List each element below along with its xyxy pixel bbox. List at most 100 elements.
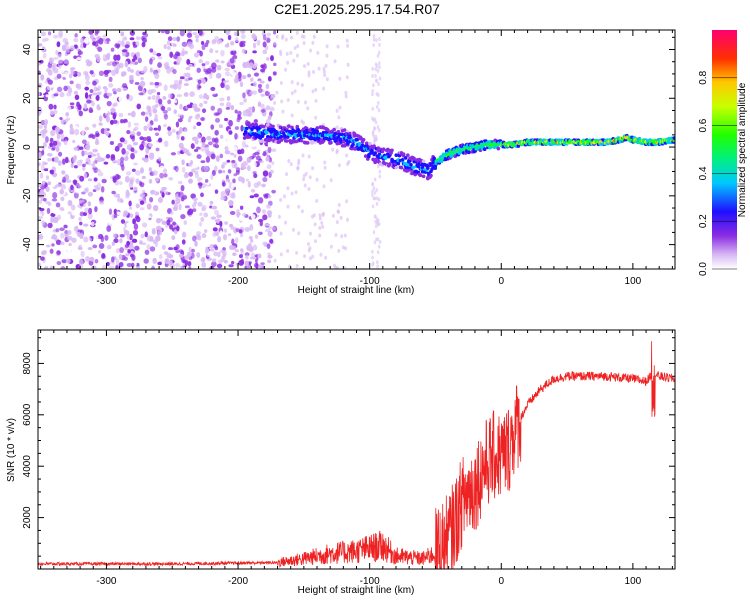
spectrogram-cell	[220, 60, 225, 64]
spectrogram-cell	[130, 253, 134, 258]
spectrogram-cell	[70, 105, 75, 110]
spectrogram-cell	[409, 162, 413, 167]
spectrogram-cell	[101, 66, 106, 71]
spectrogram-cell	[209, 248, 215, 252]
spectrogram-cell	[55, 202, 61, 208]
spectrogram-cell	[222, 181, 226, 187]
spectrogram-cell	[303, 64, 307, 69]
spectrogram-cell	[250, 188, 256, 193]
spectrogram-cell	[129, 176, 135, 183]
spectrogram-cell	[194, 211, 200, 217]
spectrogram-cell	[376, 222, 380, 227]
spectrogram-cell	[219, 153, 224, 159]
spectrogram-cell	[220, 82, 226, 89]
spectrogram-cell	[55, 50, 59, 55]
spectrogram-cell	[374, 134, 378, 139]
spectrogram-cell	[176, 133, 180, 140]
spectrogram-cell	[149, 196, 154, 203]
spectrogram-cell	[145, 147, 150, 154]
spectrogram-cell	[167, 93, 173, 99]
x-tick-label: -300	[96, 576, 116, 587]
spectrogram-cell	[300, 209, 304, 214]
spectrogram-cell	[197, 142, 202, 148]
spectrogram-cell	[181, 41, 188, 47]
spectrogram-cell	[71, 246, 76, 251]
spectrogram-cell	[74, 128, 80, 136]
spectrogram-cell	[184, 50, 188, 55]
spectrogram-cell	[373, 190, 377, 195]
spectrogram-cell	[253, 72, 260, 77]
spectrogram-cell	[266, 164, 272, 170]
spectrogram-cell	[234, 126, 240, 131]
spectrogram-cell	[135, 70, 141, 77]
spectrogram-cell	[266, 243, 271, 250]
spectrogram-cell	[346, 43, 350, 48]
spectrogram-cell	[277, 214, 281, 219]
spectrogram-cell	[59, 227, 65, 232]
spectrogram-cell	[336, 129, 341, 134]
spectrogram-cell	[45, 136, 49, 143]
spectrogram-cell	[119, 246, 125, 254]
spectrogram-cell	[237, 110, 242, 116]
spectrogram-cell	[240, 124, 244, 132]
spectrogram-cell	[194, 34, 200, 39]
spectrogram-cell	[337, 248, 341, 253]
spectrogram-cell	[273, 258, 277, 263]
spectrogram-cell	[201, 225, 208, 230]
spectrogram-cell	[249, 91, 254, 95]
spectrogram-cell	[59, 91, 65, 98]
spectrogram-cell	[146, 35, 151, 42]
spectrogram-cell	[284, 67, 288, 72]
spectrogram-cell	[266, 210, 273, 216]
spectrogram-cell	[377, 81, 380, 86]
spectrogram-cell	[143, 258, 149, 264]
spectrogram-cell	[171, 235, 176, 241]
spectrogram-cell	[166, 77, 170, 84]
spectrogram-cell	[210, 173, 214, 180]
spectrogram-cell	[186, 210, 192, 216]
spectrogram-cell	[237, 239, 242, 246]
spectrogram-cell	[89, 109, 94, 113]
spectrogram-cell	[256, 186, 262, 193]
spectrogram-cell	[302, 133, 307, 138]
spectrogram-cell	[59, 117, 63, 120]
spectrogram-cell	[40, 256, 45, 261]
spectrogram-cell	[198, 94, 203, 99]
spectrogram-cell	[131, 58, 136, 62]
spectrogram-cell	[45, 186, 50, 192]
spectrogram-cell	[148, 143, 153, 148]
spectrogram-cell	[56, 41, 61, 48]
spectrogram-cell	[239, 205, 244, 210]
spectrogram-cell	[113, 238, 119, 244]
spectrogram-cell	[199, 145, 206, 152]
spectrogram-cell	[211, 205, 218, 210]
spectrogram-cell	[124, 244, 130, 248]
spectrogram-cell	[98, 233, 104, 240]
colorbar: 0.0 0.2 0.4 0.6 0.8 Normalized spectral ampl…	[698, 30, 748, 276]
spectrogram-cell	[50, 129, 56, 137]
spectrogram-cell	[196, 67, 202, 73]
spectrogram-cell	[152, 170, 158, 176]
spectrogram-cell	[324, 255, 328, 260]
spectrogram-cell	[180, 184, 185, 192]
spectrogram-cell	[374, 62, 378, 67]
spectrogram-cell	[181, 166, 186, 173]
spectrogram-cell	[307, 73, 311, 78]
colorbar-tick-label: 0.4	[698, 166, 709, 180]
spectrogram-cell	[86, 99, 92, 104]
spectrogram-cell	[118, 253, 123, 260]
spectrogram-cell	[50, 216, 55, 224]
spectrogram-cell	[57, 53, 62, 58]
spectrogram-cell	[208, 233, 213, 240]
spectrogram-cell	[224, 71, 230, 77]
spectrogram-cell	[156, 95, 160, 99]
spectrogram-cell	[251, 33, 256, 39]
spectrogram-cell	[240, 162, 245, 170]
spectrogram-cell	[253, 119, 258, 123]
spectrogram-cell	[216, 64, 222, 71]
spectrogram-cell	[252, 42, 257, 49]
spectrogram-cell	[256, 206, 261, 214]
spectrogram-cell	[258, 160, 265, 164]
spectrogram-cell	[116, 87, 122, 93]
spectrogram-cell	[116, 174, 121, 180]
